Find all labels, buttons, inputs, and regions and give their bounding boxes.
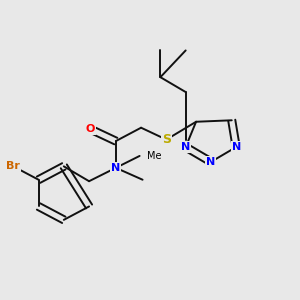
Text: N: N (206, 157, 216, 167)
Text: N: N (232, 142, 241, 152)
Text: S: S (162, 133, 171, 146)
Text: Me: Me (147, 151, 161, 161)
Text: Br: Br (6, 161, 20, 171)
Text: N: N (232, 142, 241, 152)
Text: N: N (181, 142, 190, 152)
Text: O: O (86, 124, 95, 134)
Text: N: N (111, 163, 120, 173)
